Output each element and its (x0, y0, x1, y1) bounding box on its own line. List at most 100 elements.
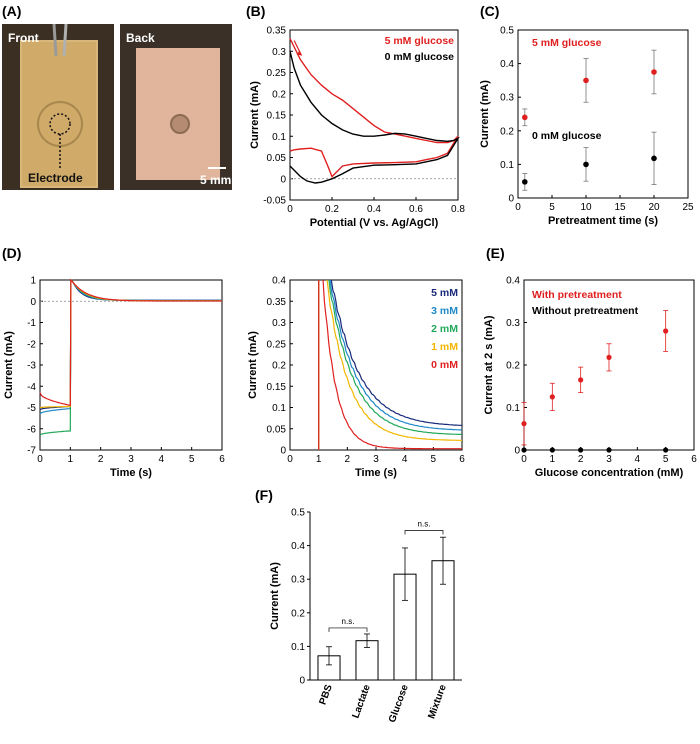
x-axis-label: Time (s) (355, 467, 397, 479)
y-tick-label: 0 (280, 174, 286, 185)
x-tick-label: 5 (431, 454, 437, 465)
x-axis-label: Potential (V vs. Ag/AgCl) (310, 217, 439, 229)
x-tick-label: 0 (287, 204, 293, 215)
data-point (522, 179, 528, 185)
y-tick-label: 0.4 (272, 276, 286, 287)
x-tick-label: 0 (37, 454, 43, 465)
legend-entry: With pretreatment (532, 289, 622, 301)
x-tick-label: 6 (219, 454, 225, 465)
legend-entry: Without pretreatment (532, 305, 639, 317)
data-point (583, 161, 589, 168)
x-tick-label: 0.6 (409, 204, 423, 215)
photo-back: Back 5 mm (120, 24, 232, 190)
data-point (651, 155, 657, 162)
annotation-5mm: 5 mM glucose (532, 37, 602, 49)
legend-entry: 5 mM glucose (385, 35, 455, 47)
legend-entry: 0 mM (431, 359, 458, 371)
y-axis-label: Current (mA) (3, 331, 15, 399)
electrode-label: Electrode (28, 171, 83, 185)
y-tick-label: 0.3 (272, 47, 286, 58)
panel-label-d: (D) (2, 245, 21, 261)
transient-line (318, 280, 462, 450)
x-tick-label: 25 (682, 202, 694, 213)
transient-line (318, 280, 462, 450)
y-tick-label: 0.4 (506, 276, 520, 287)
x-tick-label: 6 (691, 454, 697, 465)
y-tick-label: 0.35 (267, 26, 287, 37)
y-tick-label: -1 (27, 318, 36, 329)
chart-e-calibration: 0 0.1 0.2 0.3 0.4 0 1 2 3 4 5 6 Glucose concentratio… (483, 276, 697, 480)
legend-entry: 1 mM (431, 341, 458, 353)
legend-entry: 0 mM glucose (385, 51, 455, 63)
transient-line (39, 278, 222, 409)
transient-line (318, 280, 462, 450)
y-axis-label: Current (mA) (479, 80, 491, 148)
significance-label: n.s. (342, 617, 355, 626)
transient-line (318, 280, 462, 450)
x-tick-label: 1 (316, 454, 322, 465)
transient-line (39, 278, 222, 407)
y-tick-label: 1 (30, 276, 36, 287)
x-tick-label: 4 (402, 454, 408, 465)
data-point (549, 394, 555, 400)
y-tick-label: 0.5 (500, 26, 514, 37)
data-point (583, 77, 589, 84)
y-tick-label: 0 (514, 446, 520, 457)
panel-label-c: (C) (480, 3, 499, 19)
y-tick-label: 0.35 (267, 297, 287, 308)
x-tick-label: 6 (459, 454, 465, 465)
y-tick-label: -4 (27, 382, 36, 393)
annotation-0mm: 0 mM glucose (532, 130, 602, 142)
transient-line (318, 280, 462, 450)
x-axis-label: Pretreatment time (s) (548, 215, 658, 227)
data-point (651, 69, 657, 75)
electrode-outline (49, 113, 71, 135)
back-electrode-hole (170, 114, 190, 134)
chart-c-pretreatment-time: 0 0.1 0.2 0.3 0.4 0.5 0 5 10 15 20 25 Pretreatment t… (479, 26, 694, 228)
y-tick-label: -6 (27, 424, 36, 435)
y-tick-label: 0.2 (291, 608, 305, 619)
x-tick-label: 0.2 (325, 204, 339, 215)
x-tick-label: 0 (287, 454, 293, 465)
y-tick-label: 0.15 (267, 111, 287, 122)
x-tick-label: 1 (68, 454, 74, 465)
x-axis-label: Glucose concentration (mM) (535, 467, 684, 479)
data-point (522, 114, 528, 121)
data-point (578, 447, 584, 453)
y-tick-label: -3 (27, 361, 36, 372)
y-tick-label: 0.2 (500, 126, 514, 137)
y-tick-label: 0.4 (500, 59, 514, 70)
x-tick-label: 10 (580, 202, 592, 213)
significance-bracket (328, 627, 368, 632)
legend-entry: 2 mM (431, 323, 458, 335)
y-tick-label: -2 (27, 339, 36, 350)
y-tick-label: 0.1 (291, 642, 305, 653)
y-tick-label: 0.1 (500, 160, 514, 171)
x-tick-label: 3 (373, 454, 379, 465)
transient-line (39, 279, 222, 436)
plot-frame (39, 279, 223, 451)
y-tick-label: 0 (30, 297, 36, 308)
plot-frame (517, 29, 689, 199)
panel-label-a: (A) (2, 3, 21, 19)
data-point (606, 354, 612, 360)
y-tick-label: 0.3 (272, 318, 286, 329)
x-tick-label: 20 (648, 202, 660, 213)
y-tick-label: 0.1 (506, 403, 520, 414)
category-label: Mixture (426, 683, 449, 721)
data-point (521, 421, 527, 427)
y-tick-label: 0.1 (272, 132, 286, 143)
legend-entry: 3 mM (431, 305, 458, 317)
y-tick-label: 0.2 (272, 89, 286, 100)
y-tick-label: 0.25 (267, 68, 287, 79)
x-tick-label: 2 (345, 454, 351, 465)
data-point (549, 447, 555, 453)
x-tick-label: 4 (635, 454, 641, 465)
data-point (578, 377, 584, 383)
y-tick-label: -7 (27, 446, 36, 457)
data-point (663, 328, 669, 334)
wire-right (62, 23, 68, 57)
y-tick-label: 0 (299, 676, 305, 687)
x-tick-label: 0.4 (367, 204, 381, 215)
wire-left (52, 23, 58, 57)
